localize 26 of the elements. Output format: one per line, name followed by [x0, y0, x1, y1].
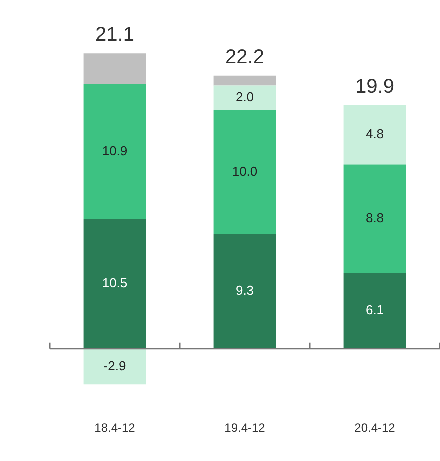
x-tick-label: 18.4-12: [94, 421, 136, 436]
data-label: 2.0: [236, 90, 254, 105]
bar: [84, 84, 146, 220]
data-label: 10.9: [102, 143, 128, 158]
bar: [214, 76, 276, 86]
x-tick-label: 19.4-12: [224, 421, 266, 436]
data-label: -2.9: [104, 358, 126, 374]
total-label: 22.2: [226, 46, 264, 68]
bar: [214, 86, 276, 110]
data-label: 8.8: [366, 210, 384, 226]
bar: [344, 164, 406, 274]
x-tick-label: 20.4-12: [354, 421, 396, 436]
data-label: 4.8: [366, 126, 384, 142]
total-label: 19.9: [356, 76, 394, 98]
data-label: 10.5: [102, 276, 128, 291]
data-label: 9.3: [236, 282, 254, 298]
bar: [344, 105, 406, 165]
bar: [214, 234, 276, 349]
bar: [84, 219, 146, 349]
bar: [84, 348, 146, 385]
data-label: 10.0: [232, 164, 258, 179]
bar: [84, 54, 146, 84]
bar: [214, 110, 276, 234]
data-label: 6.1: [366, 302, 384, 318]
total-label: 21.1: [96, 24, 134, 46]
bar: [344, 273, 406, 349]
